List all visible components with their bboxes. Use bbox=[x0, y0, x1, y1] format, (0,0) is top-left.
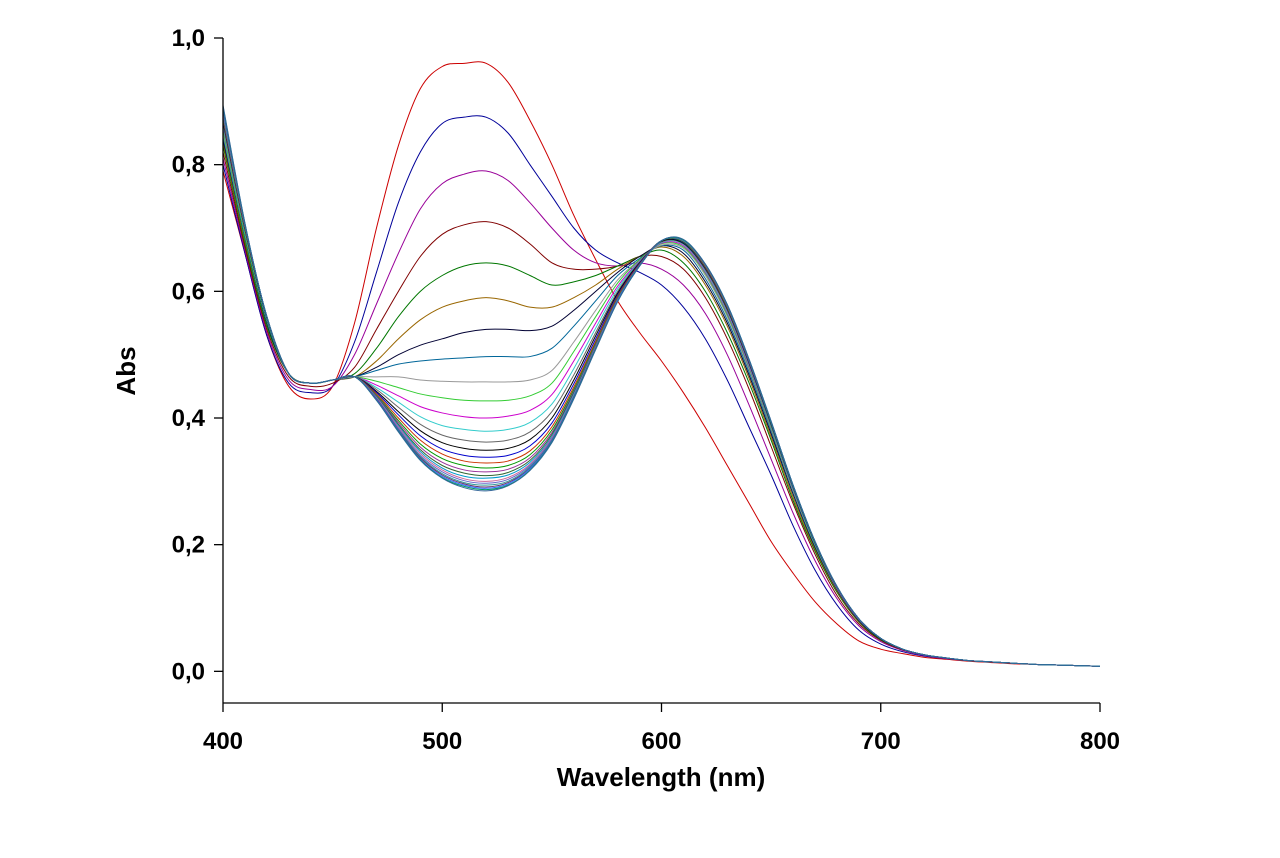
spectrum-line-18 bbox=[222, 116, 1101, 667]
x-axis-title: Wavelength (nm) bbox=[557, 762, 765, 792]
spectrum-line-7 bbox=[222, 139, 1101, 667]
spectrum-line-25 bbox=[222, 107, 1101, 667]
spectrum-line-19 bbox=[222, 115, 1101, 667]
y-tick-label: 0,8 bbox=[172, 152, 205, 179]
spectrum-line-6 bbox=[222, 142, 1101, 667]
spectrum-line-10 bbox=[222, 129, 1101, 667]
spectrum-line-13 bbox=[222, 123, 1101, 667]
spectrum-line-17 bbox=[222, 117, 1101, 667]
y-tick-label: 0,0 bbox=[172, 658, 205, 685]
x-tick-label: 600 bbox=[641, 728, 681, 755]
series-layer bbox=[222, 61, 1101, 667]
y-tick-label: 0,4 bbox=[172, 405, 206, 432]
spectrum-line-12 bbox=[222, 125, 1101, 667]
spectrum-line-22 bbox=[222, 111, 1101, 667]
y-tick-label: 0,2 bbox=[172, 532, 205, 559]
spectrum-line-21 bbox=[222, 112, 1101, 667]
spectrum-line-24 bbox=[222, 108, 1101, 667]
spectrum-line-9 bbox=[222, 132, 1101, 667]
x-tick-label: 700 bbox=[861, 728, 901, 755]
spectrum-line-26 bbox=[222, 106, 1101, 667]
spectrum-line-5 bbox=[222, 145, 1101, 667]
x-tick-label: 500 bbox=[422, 728, 462, 755]
spectrum-line-23 bbox=[222, 110, 1101, 667]
x-ticks: 400 500 600 700 800 bbox=[203, 703, 1120, 755]
x-tick-label: 800 bbox=[1080, 728, 1120, 755]
x-tick-label: 400 bbox=[203, 728, 243, 755]
spectrum-line-11 bbox=[222, 126, 1101, 667]
spectrum-line-15 bbox=[222, 120, 1101, 667]
y-ticks: 0,0 0,2 0,4 0,6 0,8 1,0 bbox=[172, 25, 223, 685]
spectrum-line-16 bbox=[222, 118, 1101, 667]
spectrum-line-1 bbox=[222, 61, 1101, 667]
spectrum-line-4 bbox=[222, 151, 1101, 667]
spectrum-line-8 bbox=[222, 136, 1101, 667]
y-axis-title: Abs bbox=[111, 346, 141, 395]
y-tick-label: 1,0 bbox=[172, 25, 205, 52]
spectrum-line-3 bbox=[222, 158, 1101, 667]
spectrum-line-14 bbox=[222, 121, 1101, 667]
spectrum-line-27 bbox=[222, 105, 1101, 667]
spectrum-line-20 bbox=[222, 113, 1101, 667]
y-tick-label: 0,6 bbox=[172, 278, 205, 305]
spectrum-line-2 bbox=[222, 115, 1101, 667]
